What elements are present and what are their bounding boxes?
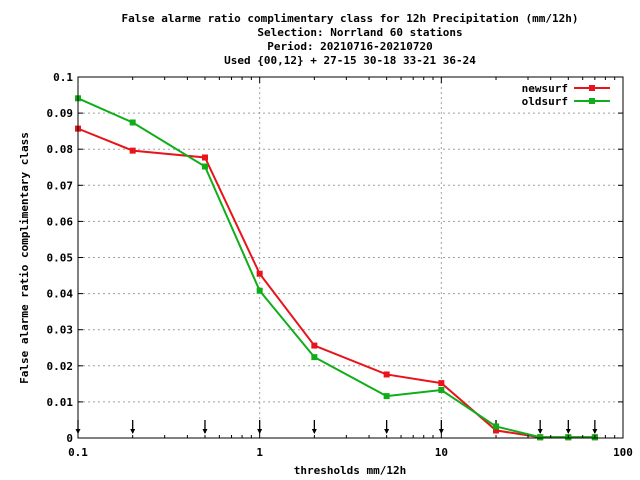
title-line-3: Period: 20210716-20210720: [267, 40, 433, 53]
threshold-arrow: [384, 420, 390, 434]
threshold-arrow: [311, 420, 317, 434]
y-tick-label: 0.01: [47, 396, 74, 409]
threshold-arrow: [537, 420, 543, 434]
x-tick-label: 10: [435, 446, 448, 459]
x-tick-label: 100: [613, 446, 633, 459]
y-tick-label: 0.03: [47, 324, 74, 337]
threshold-arrow: [202, 420, 208, 434]
threshold-arrow: [130, 420, 136, 434]
threshold-arrow: [438, 420, 444, 434]
chart-title: False alarme ratio complimentary class f…: [122, 12, 579, 67]
threshold-arrow: [592, 420, 598, 434]
x-axis: 0.1 1 10 100: [68, 77, 633, 459]
data-point-oldsurf: [493, 423, 500, 430]
data-point-oldsurf: [537, 434, 544, 441]
y-tick-label: 0.06: [47, 215, 74, 228]
y-tick-label: 0.07: [47, 179, 74, 192]
y-axis-label: False alarme ratio complimentary class: [18, 132, 31, 384]
y-tick-label: 0: [66, 432, 73, 445]
y-tick-label: 0.09: [47, 107, 74, 120]
legend-label-newsurf: newsurf: [522, 82, 568, 95]
data-point-newsurf: [383, 371, 390, 378]
data-point-newsurf: [493, 427, 500, 434]
data-point-oldsurf: [438, 386, 445, 393]
threshold-arrow: [565, 420, 571, 434]
data-point-oldsurf: [129, 119, 136, 126]
data-point-newsurf: [438, 380, 445, 387]
y-axis: 0 0.01 0.02 0.03 0.04 0.05 0.06 0.07 0.08 0.09 0.1: [47, 71, 623, 445]
title-line-2: Selection: Norrland 60 stations: [257, 26, 462, 39]
y-tick-label: 0.04: [47, 288, 74, 301]
series-oldsurf: [75, 95, 598, 441]
x-axis-label: thresholds mm/12h: [294, 464, 407, 477]
legend-marker-newsurf: [589, 85, 595, 91]
threshold-arrow: [257, 420, 263, 434]
series-layer: [75, 95, 598, 441]
legend-label-oldsurf: oldsurf: [522, 95, 568, 108]
title-line-1: False alarme ratio complimentary class f…: [122, 12, 579, 25]
data-point-oldsurf: [311, 354, 318, 361]
legend-marker-oldsurf: [589, 98, 595, 104]
data-point-oldsurf: [383, 393, 390, 400]
data-point-oldsurf: [256, 287, 263, 294]
series-line-oldsurf: [77, 97, 595, 439]
y-tick-label: 0.08: [47, 143, 74, 156]
y-tick-label: 0.02: [47, 360, 74, 373]
data-point-newsurf: [256, 270, 263, 277]
data-point-oldsurf: [201, 163, 208, 170]
data-point-newsurf: [311, 342, 318, 349]
data-point-newsurf: [129, 147, 136, 154]
grid: [78, 77, 623, 438]
x-tick-label: 1: [256, 446, 263, 459]
data-point-newsurf: [201, 154, 208, 161]
title-line-4: Used {00,12} + 27-15 30-18 33-21 36-24: [224, 54, 476, 67]
series-line-newsurf: [77, 127, 595, 439]
y-tick-label: 0.05: [47, 252, 74, 265]
x-tick-label: 0.1: [68, 446, 88, 459]
series-newsurf: [75, 125, 598, 441]
y-tick-label: 0.1: [53, 71, 73, 84]
